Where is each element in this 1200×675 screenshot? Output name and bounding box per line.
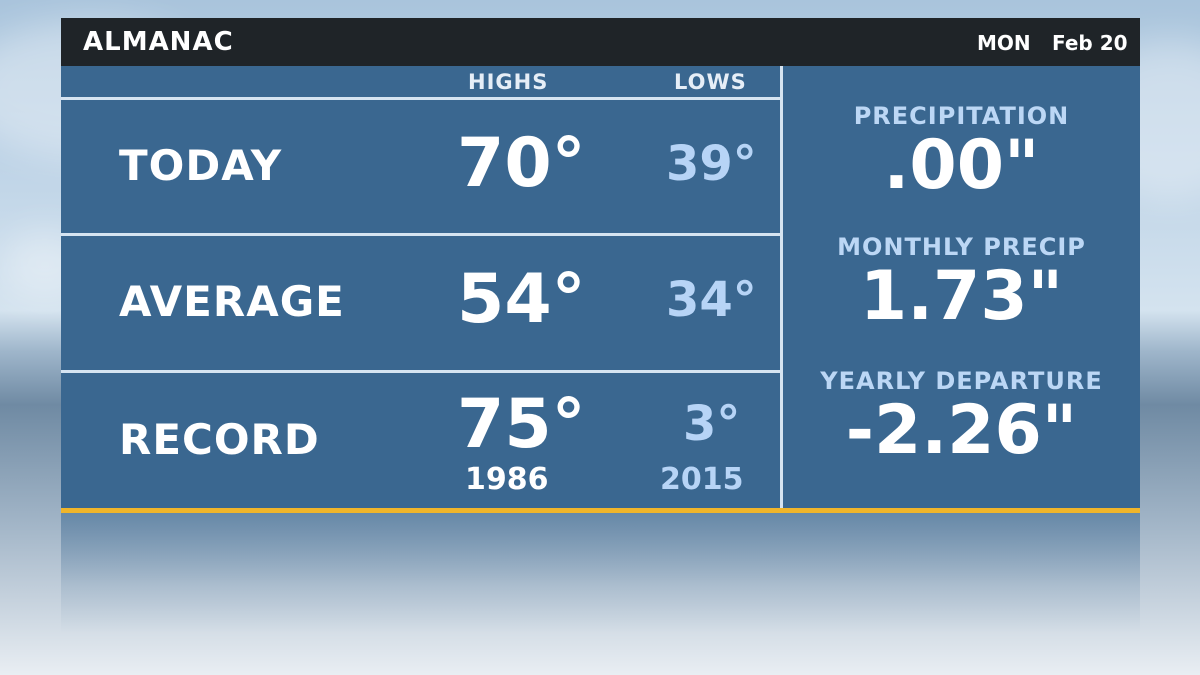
row-label-today: TODAY bbox=[119, 141, 283, 190]
divider-row-1 bbox=[61, 233, 780, 236]
almanac-header: ALMANAC MON Feb 20 bbox=[61, 18, 1140, 66]
record-low: 3° bbox=[683, 396, 741, 452]
record-low-year: 2015 bbox=[660, 462, 744, 497]
precipitation-value: .00" bbox=[883, 126, 1040, 205]
monthly-precip-value: 1.73" bbox=[859, 257, 1064, 336]
divider-vertical bbox=[780, 66, 783, 508]
column-lows: LOWS bbox=[674, 70, 747, 94]
header-day: MON bbox=[977, 31, 1031, 55]
today-low: 39° bbox=[666, 136, 757, 192]
panel-reflection bbox=[61, 513, 1140, 633]
average-high: 54° bbox=[457, 260, 586, 339]
row-label-record: RECORD bbox=[119, 415, 320, 464]
record-high: 75° bbox=[457, 385, 586, 464]
row-label-average: AVERAGE bbox=[119, 277, 345, 326]
yearly-departure-value: -2.26" bbox=[845, 391, 1078, 470]
precipitation-label: PRECIPITATION bbox=[853, 102, 1070, 130]
almanac-panel: HIGHS LOWS TODAY 70° 39° AVERAGE 54° 34°… bbox=[61, 66, 1140, 508]
accent-bar bbox=[61, 508, 1140, 513]
record-high-year: 1986 bbox=[465, 462, 549, 497]
average-low: 34° bbox=[666, 272, 757, 328]
column-highs: HIGHS bbox=[468, 70, 549, 94]
divider-row-2 bbox=[61, 370, 780, 373]
yearly-departure-label: YEARLY DEPARTURE bbox=[820, 367, 1103, 395]
monthly-precip-label: MONTHLY PRECIP bbox=[837, 233, 1086, 261]
header-date: Feb 20 bbox=[1052, 31, 1128, 55]
divider-header bbox=[61, 97, 780, 100]
today-high: 70° bbox=[457, 124, 586, 203]
almanac-title: ALMANAC bbox=[83, 27, 234, 57]
